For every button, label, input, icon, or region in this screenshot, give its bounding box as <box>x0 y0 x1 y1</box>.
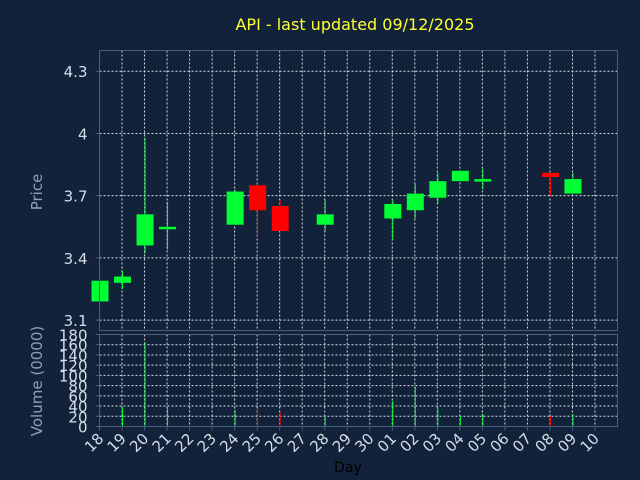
volume-tick-label: 20 <box>68 408 87 426</box>
candle-body <box>249 185 267 211</box>
candle-body <box>226 191 244 225</box>
price-tick-label: 3.4 <box>64 250 88 268</box>
volume-series <box>122 342 574 427</box>
volume-tick-label: 160 <box>59 337 88 355</box>
volume-axis-title: Volume (0000) <box>28 326 46 436</box>
candlestick-series <box>91 137 582 302</box>
candle-body <box>159 226 177 230</box>
volume-tick-label: 120 <box>59 357 88 375</box>
candle-02 <box>406 183 424 219</box>
candle-body <box>271 206 289 231</box>
volume-grid <box>99 334 618 427</box>
volume-tick-label: 180 <box>59 327 88 345</box>
candle-21 <box>159 201 177 250</box>
candle-26 <box>271 199 289 231</box>
candle-09 <box>564 172 582 194</box>
price-panel-frame <box>99 50 618 331</box>
price-tick-label: 3.7 <box>64 188 88 206</box>
x-axis-title: Day <box>334 460 362 476</box>
volume-tick-label: 140 <box>59 347 88 365</box>
price-axis: 3.1 3.4 3.7 4 4.3 <box>64 63 100 330</box>
candle-body <box>474 179 492 182</box>
candle-body <box>316 214 334 225</box>
candle-body <box>564 179 582 194</box>
candle-body <box>114 276 132 283</box>
candle-24 <box>226 189 244 225</box>
volume-tick-label: 80 <box>68 378 87 396</box>
candle-28 <box>316 199 334 231</box>
price-axis-title: Price <box>28 174 46 211</box>
candle-body <box>429 181 447 198</box>
candle-body <box>451 170 469 182</box>
candle-19 <box>114 270 132 290</box>
candle-25 <box>249 183 267 238</box>
price-tick-label: 3.1 <box>64 312 88 330</box>
candle-body <box>136 214 154 246</box>
candle-01 <box>384 199 402 240</box>
day-tick-label: 10 <box>577 430 603 456</box>
volume-panel-frame <box>99 334 618 427</box>
candle-20 <box>136 137 154 254</box>
candle-body <box>384 203 402 219</box>
candle-body <box>541 172 559 178</box>
candle-05 <box>474 168 492 190</box>
volume-tick-label: 40 <box>68 398 87 416</box>
price-tick-label: 4.3 <box>64 63 88 81</box>
candle-08 <box>541 172 559 196</box>
chart-title: API - last updated 09/12/2025 <box>235 15 474 34</box>
price-tick-label: 4 <box>78 125 88 143</box>
day-axis: 1819202122232425262728293001020304050607… <box>81 426 603 456</box>
volume-tick-label: 100 <box>59 367 88 385</box>
candle-04 <box>451 170 469 182</box>
price-grid <box>99 50 618 331</box>
volume-tick-label: 60 <box>68 388 87 406</box>
candle-03 <box>429 172 447 204</box>
volume-tick-label: 0 <box>78 419 88 437</box>
candle-body <box>406 193 424 211</box>
